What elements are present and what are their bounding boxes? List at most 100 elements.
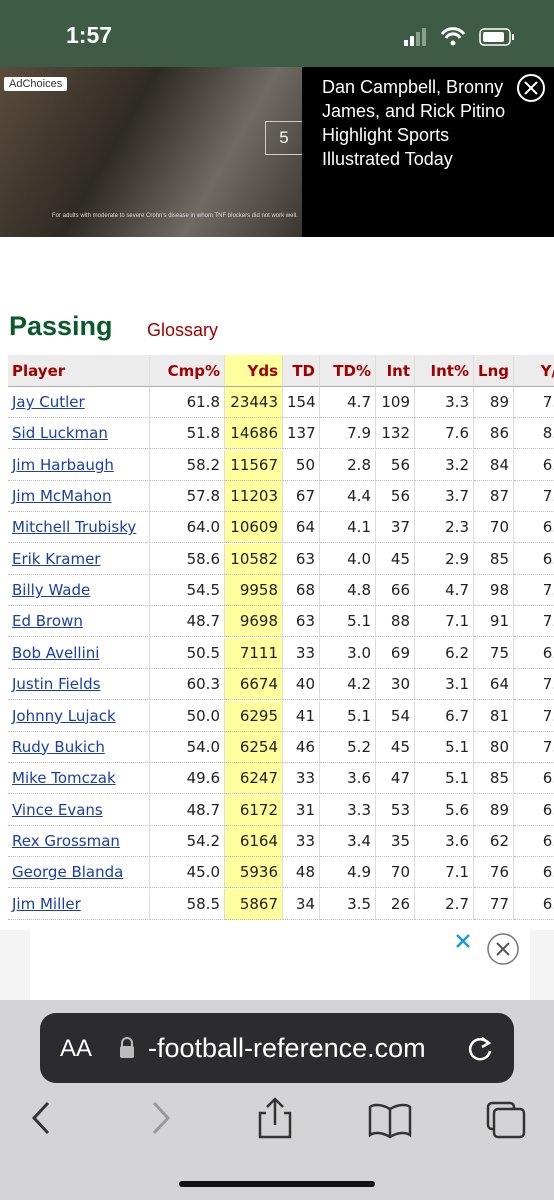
player-link[interactable]: Vince Evans (8, 794, 150, 826)
share-button[interactable] (258, 1097, 292, 1139)
stat-cell: 154 (283, 387, 320, 418)
ad-counter: 5 (265, 121, 302, 155)
stat-cell: 5.6 (415, 794, 474, 826)
stat-cell: 64 (474, 669, 514, 701)
nav-buttons (31, 1097, 526, 1187)
stat-cell: 61.8 (150, 387, 225, 418)
stat-cell: 62 (474, 825, 514, 857)
column-header: Cmp% (150, 355, 225, 387)
stat-cell: 3.6 (320, 763, 376, 795)
status-bar: 1:57 (0, 0, 554, 67)
stat-cell: 7.1 (415, 857, 474, 889)
glossary-link[interactable]: Glossary (147, 320, 219, 340)
stat-cell: 33 (283, 763, 320, 795)
reload-button[interactable] (464, 1033, 496, 1065)
stat-cell: 5867 (225, 888, 283, 920)
player-link[interactable]: Rudy Bukich (8, 731, 150, 763)
stat-cell: 5.1 (320, 700, 376, 732)
stat-cell: 41 (283, 700, 320, 732)
stat-cell: 63 (283, 606, 320, 638)
video-ad[interactable]: AdChoices 5 For adults with moderate to … (0, 67, 554, 237)
stat-cell: 45.0 (150, 857, 225, 889)
ad-close-mark[interactable] (454, 932, 472, 950)
player-link[interactable]: Johnny Lujack (8, 700, 150, 732)
stat-cell: 10609 (225, 512, 283, 544)
stat-cell: 49.6 (150, 763, 225, 795)
column-header: Y/ (514, 355, 554, 387)
stat-cell: 14686 (225, 418, 283, 450)
player-link[interactable]: Justin Fields (8, 669, 150, 701)
stat-cell: 89 (474, 794, 514, 826)
ad-headline[interactable]: Dan Campbell, Bronny James, and Rick Pit… (322, 77, 506, 169)
player-link[interactable]: Bob Avellini (8, 637, 150, 669)
stat-cell: 4.0 (320, 543, 376, 575)
url[interactable]: -football-reference.com (148, 1033, 426, 1063)
stat-cell: 4.7 (320, 387, 376, 418)
stat-cell: 26 (376, 888, 415, 920)
tabs-button[interactable] (486, 1101, 526, 1139)
player-link[interactable]: Erik Kramer (8, 543, 150, 575)
player-link[interactable]: Billy Wade (8, 575, 150, 607)
banner-ad-body[interactable] (30, 930, 530, 1000)
stat-cell: 7.9 (320, 418, 376, 450)
address-bar[interactable]: AA -football-reference.com (40, 1013, 514, 1083)
stat-cell: 57.8 (150, 481, 225, 513)
player-link[interactable]: Mike Tomczak (8, 763, 150, 795)
stat-cell: 6172 (225, 794, 283, 826)
column-header: Int (376, 355, 415, 387)
stat-cell: 7. (514, 481, 554, 513)
stat-cell: 4.4 (320, 481, 376, 513)
player-link[interactable]: Jim Miller (8, 888, 150, 920)
stat-cell: 86 (474, 418, 514, 450)
player-link[interactable]: Jim McMahon (8, 481, 150, 513)
status-icons (404, 27, 514, 46)
stat-cell: 6295 (225, 700, 283, 732)
clock: 1:57 (66, 22, 113, 48)
stat-cell: 6674 (225, 669, 283, 701)
stat-cell: 8. (514, 418, 554, 450)
stat-cell: 68 (283, 575, 320, 607)
player-link[interactable]: Jay Cutler (8, 387, 150, 418)
stat-cell: 33 (283, 825, 320, 857)
ad-dismiss[interactable] (486, 932, 520, 966)
player-link[interactable]: Ed Brown (8, 606, 150, 638)
text-size-button[interactable]: AA (60, 1035, 93, 1062)
close-ad[interactable] (516, 73, 546, 103)
stat-cell: 6. (514, 826, 554, 857)
player-link[interactable]: Rex Grossman (8, 825, 150, 857)
player-link[interactable]: Sid Luckman (8, 418, 150, 450)
ad-choices[interactable]: AdChoices (4, 77, 68, 91)
stat-cell: 34 (283, 888, 320, 920)
stat-cell: 7. (514, 575, 554, 607)
bookmarks-button[interactable] (368, 1103, 412, 1139)
stat-cell: 50.0 (150, 700, 225, 732)
stat-cell: 56 (376, 481, 415, 513)
stat-cell: 35 (376, 825, 415, 857)
stat-cell: 10582 (225, 543, 283, 575)
back-button[interactable] (31, 1101, 50, 1135)
stat-cell: 64 (283, 512, 320, 544)
stat-cell: 48 (283, 857, 320, 889)
player-link[interactable]: Mitchell Trubisky (8, 512, 150, 544)
stat-cell: 50 (283, 449, 320, 481)
stat-cell: 6. (514, 795, 554, 826)
stat-cell: 3.3 (320, 794, 376, 826)
stat-cell: 11203 (225, 481, 283, 513)
stat-cell: 9958 (225, 575, 283, 607)
stat-cell: 11567 (225, 449, 283, 481)
stat-cell: 3.3 (415, 387, 474, 418)
stat-cell: 3.4 (320, 825, 376, 857)
stat-cell: 45 (376, 543, 415, 575)
stat-cell: 6164 (225, 825, 283, 857)
stat-cell: 3.5 (320, 888, 376, 920)
player-link[interactable]: George Blanda (8, 857, 150, 889)
stat-cell: 30 (376, 669, 415, 701)
stat-cell: 54.5 (150, 575, 225, 607)
stat-cell: 67 (283, 481, 320, 513)
stat-cell: 3.6 (415, 825, 474, 857)
stat-cell: 137 (283, 418, 320, 450)
stat-cell: 37 (376, 512, 415, 544)
forward-button[interactable] (152, 1101, 171, 1135)
player-link[interactable]: Jim Harbaugh (8, 449, 150, 481)
stat-cell: 47 (376, 763, 415, 795)
